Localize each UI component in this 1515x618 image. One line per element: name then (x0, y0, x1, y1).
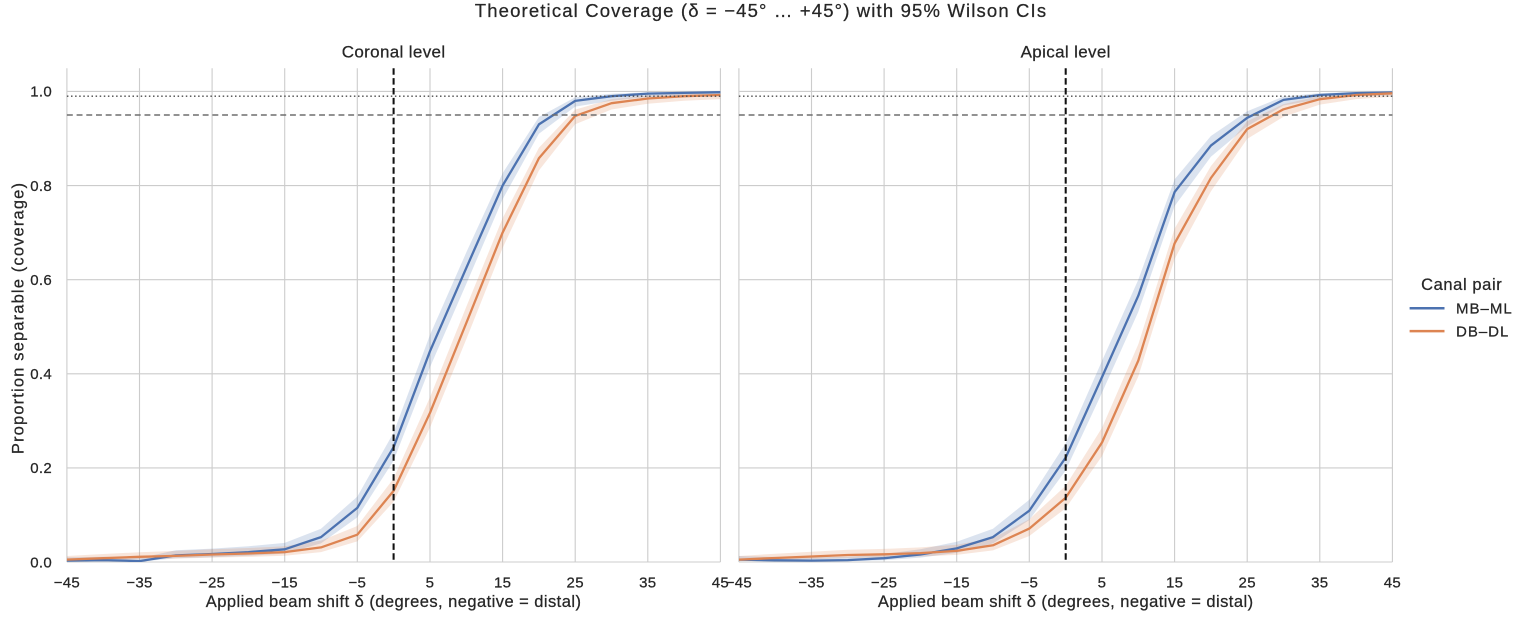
svg-text:5: 5 (426, 575, 435, 592)
svg-text:DB–DL: DB–DL (1456, 324, 1509, 341)
svg-text:1.0: 1.0 (30, 84, 52, 101)
svg-text:Proportion separable (coverage: Proportion separable (coverage) (10, 182, 28, 454)
svg-text:15: 15 (1166, 575, 1183, 592)
svg-text:−25: −25 (199, 575, 225, 592)
svg-text:−35: −35 (126, 575, 152, 592)
svg-text:35: 35 (639, 575, 656, 592)
svg-text:Applied beam shift δ (degrees,: Applied beam shift δ (degrees, negative … (206, 593, 582, 611)
svg-text:−35: −35 (798, 575, 824, 592)
svg-text:−5: −5 (348, 575, 366, 592)
svg-text:Coronal level: Coronal level (342, 43, 446, 62)
svg-text:35: 35 (1311, 575, 1328, 592)
svg-text:−25: −25 (871, 575, 897, 592)
svg-text:25: 25 (567, 575, 584, 592)
svg-text:−45: −45 (726, 575, 752, 592)
svg-text:0.8: 0.8 (30, 178, 52, 195)
svg-text:5: 5 (1098, 575, 1107, 592)
svg-text:0.6: 0.6 (30, 272, 52, 289)
svg-text:Canal pair: Canal pair (1421, 276, 1502, 294)
svg-text:15: 15 (494, 575, 511, 592)
svg-text:Theoretical Coverage (δ = −45°: Theoretical Coverage (δ = −45° … +45°) w… (475, 0, 1048, 21)
svg-text:−15: −15 (272, 575, 298, 592)
svg-text:0.4: 0.4 (30, 366, 52, 383)
svg-text:0.0: 0.0 (30, 554, 52, 571)
svg-text:25: 25 (1239, 575, 1256, 592)
svg-text:−45: −45 (54, 575, 80, 592)
svg-text:−15: −15 (944, 575, 970, 592)
svg-text:MB–ML: MB–ML (1456, 301, 1513, 318)
svg-text:Applied beam shift δ (degrees,: Applied beam shift δ (degrees, negative … (878, 593, 1254, 611)
svg-text:45: 45 (1384, 575, 1401, 592)
svg-text:45: 45 (712, 575, 729, 592)
svg-text:−5: −5 (1020, 575, 1038, 592)
svg-text:Apical level: Apical level (1021, 43, 1111, 62)
svg-text:0.2: 0.2 (30, 460, 52, 477)
